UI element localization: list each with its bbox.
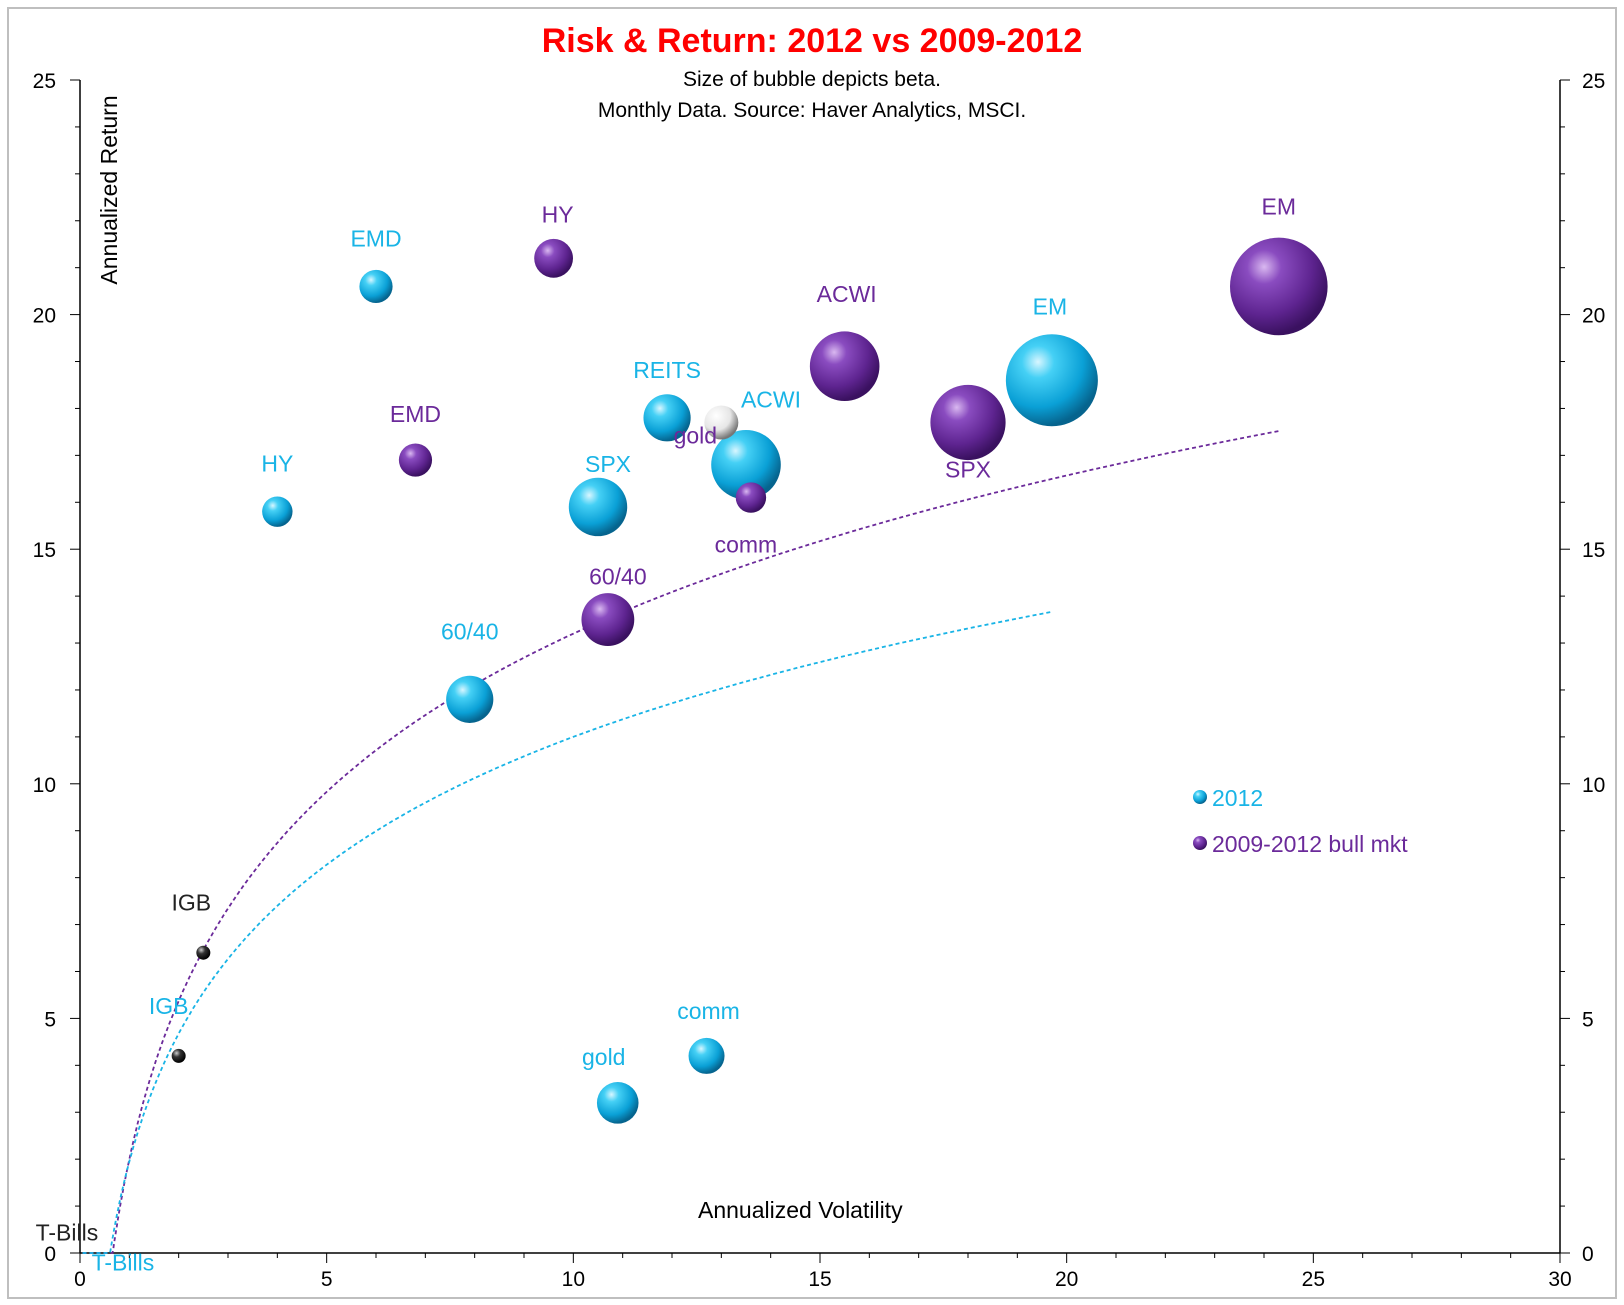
legend-label-2012: 2012 (1212, 785, 1263, 811)
bubble-em (1230, 237, 1328, 336)
point-label: comm (715, 532, 778, 558)
y-tick-label-left: 25 (33, 70, 56, 93)
y-tick-label-right: 0 (1582, 1243, 1594, 1266)
x-tick-label: 10 (562, 1268, 585, 1291)
legend: 2012 2009-2012 bull mkt (1193, 785, 1408, 857)
point-label: HY (261, 451, 293, 477)
y-axis-title: Annualized Return (96, 95, 122, 284)
bubble-em (1005, 334, 1098, 427)
point-label: EMD (390, 401, 441, 427)
point-label: IGB (149, 993, 189, 1019)
y-tick-label-right: 10 (1582, 774, 1605, 797)
point-label: T-Bills (92, 1249, 155, 1275)
bubble-spx (568, 477, 628, 537)
bubble-gold (704, 405, 739, 440)
y-tick-label-right: 15 (1582, 539, 1605, 562)
point-label: ACWI (741, 387, 801, 413)
point-label: T-Bills (36, 1220, 99, 1246)
point-label: EMD (350, 225, 401, 251)
y-tick-label-left: 10 (33, 774, 56, 797)
x-tick-label: 5 (321, 1268, 333, 1291)
axes (70, 79, 1570, 1263)
bubble-hy (534, 238, 573, 278)
point-label: EM (1262, 193, 1297, 219)
bubble-acwi (809, 331, 880, 402)
chart-subtitle-line-1: Size of bubble depicts beta. (683, 68, 941, 91)
point-label: EM (1033, 293, 1068, 319)
y-tick-label-right: 5 (1582, 1008, 1594, 1031)
chart-subtitle-line-2: Monthly Data. Source: Haver Analytics, M… (598, 99, 1026, 122)
x-axis-title: Annualized Volatility (698, 1197, 903, 1223)
y-tick-label-right: 25 (1582, 70, 1605, 93)
point-label: 60/40 (441, 618, 499, 644)
chart-title: Risk & Return: 2012 vs 2009-2012 (542, 22, 1083, 60)
point-label: HY (542, 201, 574, 227)
x-tick-label: 25 (1302, 1268, 1325, 1291)
trendline (82, 430, 1279, 1254)
legend-label-2009-2012: 2009-2012 bull mkt (1212, 831, 1408, 857)
bubble-60-40 (446, 675, 494, 723)
bubble-60-40 (581, 593, 635, 646)
bubble-reits (643, 394, 691, 442)
y-tick-label-left: 20 (33, 305, 56, 328)
trendline (82, 610, 1053, 1254)
bubble-acwi (711, 429, 781, 500)
point-label: IGB (172, 890, 212, 916)
bubble-igb (196, 945, 211, 960)
point-label: ACWI (817, 281, 877, 307)
point-labels: EMD HY SPX REITS ACWI EM 60/40 gold comm IGB T-Bil… (36, 193, 1296, 1275)
point-label: comm (677, 998, 740, 1024)
bubble-comm (735, 482, 767, 513)
point-label: REITS (633, 357, 701, 383)
bubble-hy (262, 496, 293, 527)
bubbles (171, 237, 1328, 1124)
x-tick-label: 20 (1055, 1268, 1078, 1291)
y-tick-label-right: 20 (1582, 305, 1605, 328)
y-tick-label-left: 0 (44, 1243, 56, 1266)
bubble-spx (930, 384, 1006, 461)
bubble-emd (398, 443, 433, 477)
bubble-emd (359, 269, 393, 304)
point-label: gold (582, 1044, 625, 1070)
x-tick-label: 30 (1548, 1268, 1571, 1291)
legend-marker-2009-2012 (1193, 836, 1207, 850)
y-tick-label-left: 5 (44, 1008, 56, 1031)
point-label: gold (674, 423, 717, 449)
y-tick-label-left: 15 (33, 539, 56, 562)
bubble-gold (596, 1082, 639, 1124)
chart-border (7, 7, 1617, 1299)
point-label: SPX (945, 457, 991, 483)
point-label: SPX (585, 451, 631, 477)
point-label: 60/40 (589, 564, 647, 590)
bubble-comm (688, 1037, 725, 1074)
x-tick-label: 15 (808, 1268, 831, 1291)
x-tick-label: 0 (74, 1268, 86, 1291)
legend-marker-2012 (1193, 790, 1207, 804)
bubble-igb (171, 1048, 186, 1063)
trendlines (82, 430, 1279, 1254)
